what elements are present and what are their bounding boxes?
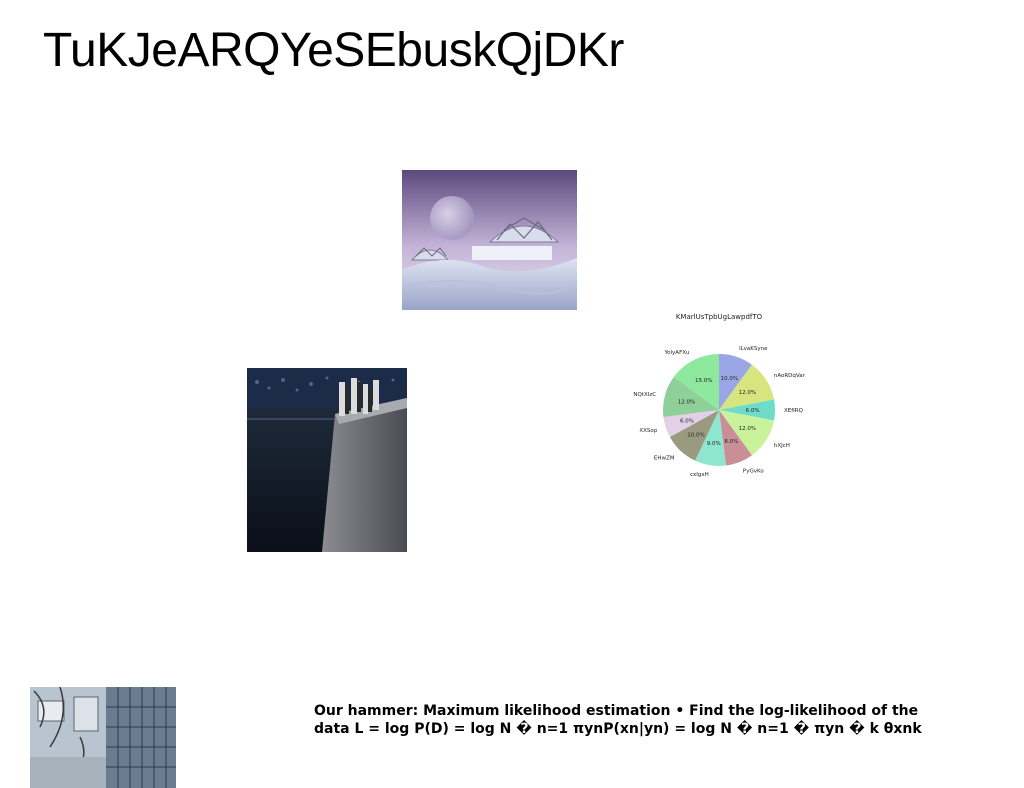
pie-value-label: 10.0% [721, 376, 738, 382]
pie-category-label: cxIgxH [690, 472, 709, 478]
pie-slice-hXJcH [719, 410, 775, 456]
pie-value-label: 12.0% [739, 390, 756, 396]
pie-slice-NQtXIzC [663, 377, 719, 418]
chart-title: KMarlUsTpbUgLawpdfTO [676, 313, 763, 321]
pie-category-label: NQtXIzC [633, 392, 656, 398]
pie-value-label: 6.0% [746, 408, 760, 414]
wall-photo [30, 687, 176, 788]
pie-value-label: 6.0% [680, 418, 694, 424]
pie-value-label: 9.0% [707, 441, 721, 447]
pie-category-label: EHwZM [654, 455, 675, 461]
domes-photo [402, 170, 577, 310]
pie-category-label: XXSop [639, 428, 657, 434]
page-title: TuKJeARQYeSEbuskQjDKr [43, 24, 624, 77]
pie-category-label: lLvaKSyne [739, 346, 768, 352]
pie-slice-PyGvKo [719, 410, 752, 466]
pie-category-label: YolyAFXu [664, 350, 690, 356]
pie-slice-XXSop [663, 410, 719, 437]
pie-slice-lLvaKSyne [719, 354, 752, 410]
body-text: Our hammer: Maximum likelihood estimatio… [314, 703, 922, 737]
pie-category-label: PyGvKo [743, 468, 764, 474]
pie-category-label: XEfIRQ [784, 408, 804, 414]
pie-slice-XEfIRQ [719, 399, 775, 421]
pie-value-label: 10.0% [687, 432, 704, 438]
pie-slice-EHwZM [669, 410, 719, 461]
walkway-photo [247, 368, 407, 552]
pie-chart: KMarlUsTpbUgLawpdfTO 10.0% lLvaKSyne 12.0%… [633, 313, 806, 478]
pie-slice-nAoRDqVar [719, 364, 775, 410]
pie-value-label: 15.0% [695, 378, 712, 384]
pie-value-label: 12.0% [739, 426, 756, 432]
pie-value-label: 8.0% [724, 439, 738, 445]
pie-value-label: 12.0% [678, 400, 695, 406]
pie-category-label: nAoRDqVar [774, 373, 806, 379]
pie-category-label: hXJcH [774, 443, 790, 449]
pie-slice-cxIgxH [695, 410, 727, 466]
pie-slice-YolyAFXu [673, 354, 719, 410]
